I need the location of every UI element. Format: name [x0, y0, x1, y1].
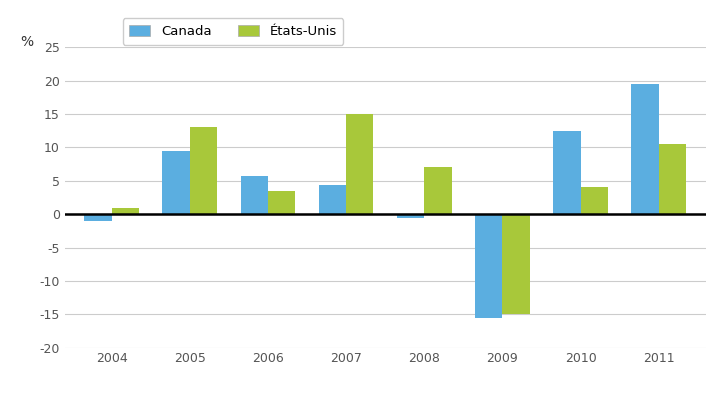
Bar: [163, 151, 190, 214]
Bar: [346, 114, 374, 214]
Bar: [580, 188, 608, 214]
Bar: [112, 207, 139, 214]
Bar: [190, 128, 217, 214]
Bar: [553, 131, 580, 214]
Bar: [631, 84, 659, 214]
Bar: [503, 214, 530, 314]
Bar: [475, 214, 503, 318]
Bar: [84, 214, 112, 221]
Bar: [240, 176, 268, 214]
Bar: [268, 191, 295, 214]
Legend: Canada, États-Unis: Canada, États-Unis: [122, 18, 343, 45]
Bar: [659, 144, 686, 214]
Text: %: %: [20, 36, 33, 49]
Bar: [319, 186, 346, 214]
Bar: [397, 214, 424, 218]
Bar: [424, 167, 451, 214]
